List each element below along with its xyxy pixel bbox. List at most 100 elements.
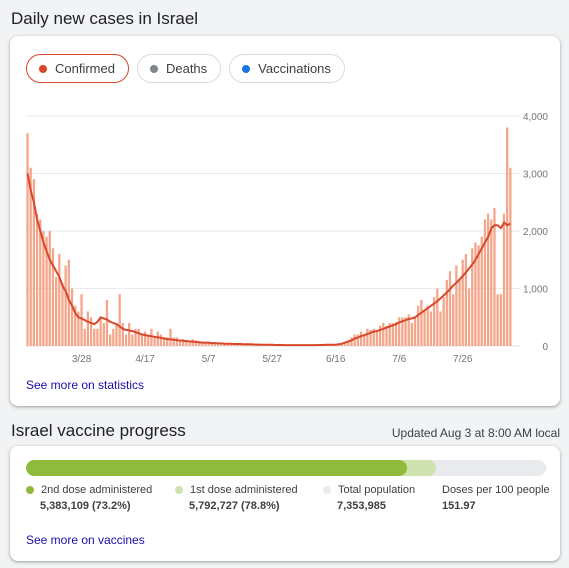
chip-deaths[interactable]: Deaths [136,54,222,83]
bar [420,300,423,346]
bar [509,167,512,346]
bar [369,329,372,346]
bar [344,341,347,346]
dose2-fill [26,460,407,476]
bar [429,311,433,346]
chip-confirmed-label: Confirmed [55,61,115,76]
bar [58,254,61,346]
bar [166,337,169,346]
bar [194,340,198,346]
bar [226,343,229,346]
bar [83,328,86,346]
bar [483,219,487,346]
chart-line [26,173,511,347]
bar [89,317,93,346]
bar [213,343,217,346]
x-tick-label: 4/17 [135,354,155,365]
legend-doses-label: Doses per 100 people [442,484,550,496]
bar [29,167,32,346]
bar [169,328,172,346]
updated-timestamp: Updated Aug 3 at 8:00 AM local [391,426,560,440]
bar [140,334,144,346]
bar [182,339,185,346]
bar [178,340,182,346]
bar [436,288,439,346]
bar [93,328,96,346]
see-more-vaccines-link[interactable]: See more on vaccines [26,533,145,547]
bar [410,323,414,346]
bar [439,311,442,346]
chart-bars [26,127,512,346]
chip-vaccinations[interactable]: Vaccinations [229,54,345,83]
population-dot-icon [323,486,331,494]
bar [175,337,178,346]
bar [426,305,429,346]
bar [108,334,112,346]
average-line [26,173,511,347]
metric-chips: Confirmed Deaths Vaccinations [26,54,345,83]
x-tick-label: 6/16 [326,354,346,365]
legend-doses-value: 151.97 [442,500,476,512]
bar [417,305,420,346]
bar [153,337,156,346]
bar [496,294,499,346]
bar [461,259,464,346]
bar [137,328,140,346]
bar [172,337,175,346]
bar [506,127,509,346]
bar [236,344,239,346]
bar [464,254,468,346]
bar [162,337,166,346]
x-tick-label: 7/6 [392,354,406,365]
legend-population-label: Total population [338,484,416,496]
chip-confirmed[interactable]: Confirmed [26,54,129,83]
bar [477,245,480,346]
chart-x-ticks: 3/28 4/17 5/7 5/27 6/16 7/6 7/26 [72,354,473,365]
bar [131,334,134,346]
y-tick-label: 4,000 [523,112,548,123]
bar [67,259,70,346]
bar [86,311,90,346]
vaccinations-dot-icon [242,64,251,73]
bar [201,342,204,346]
bar [452,294,455,346]
bar [467,288,471,346]
bar [210,343,213,346]
bar [51,248,55,346]
bar [337,344,340,346]
confirmed-dot-icon [39,64,47,73]
dose2-dot-icon [26,486,34,494]
y-tick-label: 0 [542,342,548,353]
bar [385,325,388,346]
x-tick-label: 3/28 [72,354,92,365]
cases-card: Confirmed Deaths Vaccinations 4,000 3,000… [10,36,560,406]
dose1-dot-icon [175,486,183,494]
bar [391,323,394,346]
bar [124,334,128,346]
see-more-statistics-link[interactable]: See more on statistics [26,378,145,392]
bar [45,236,48,346]
legend-dose2-value: 5,383,109 (73.2%) [40,500,131,512]
bar [363,334,366,346]
bar [102,323,105,346]
bar [366,328,369,346]
bar [388,323,391,346]
bar [118,294,121,346]
bar [490,219,493,346]
bar [229,344,232,346]
legend-dose1: 1st dose administered 5,792,727 (78.8%) [175,484,298,512]
bar [32,179,36,346]
bar [458,279,461,346]
bar [143,331,147,346]
bar [42,231,45,346]
bar [407,314,410,346]
bar [70,288,74,346]
bar [188,341,191,346]
bar [54,277,58,346]
bar [375,331,379,346]
bar [61,282,64,346]
legend-dose2-label: 2nd dose administered [41,484,153,496]
bar [347,340,350,346]
bar [197,341,201,346]
bar [480,236,483,346]
